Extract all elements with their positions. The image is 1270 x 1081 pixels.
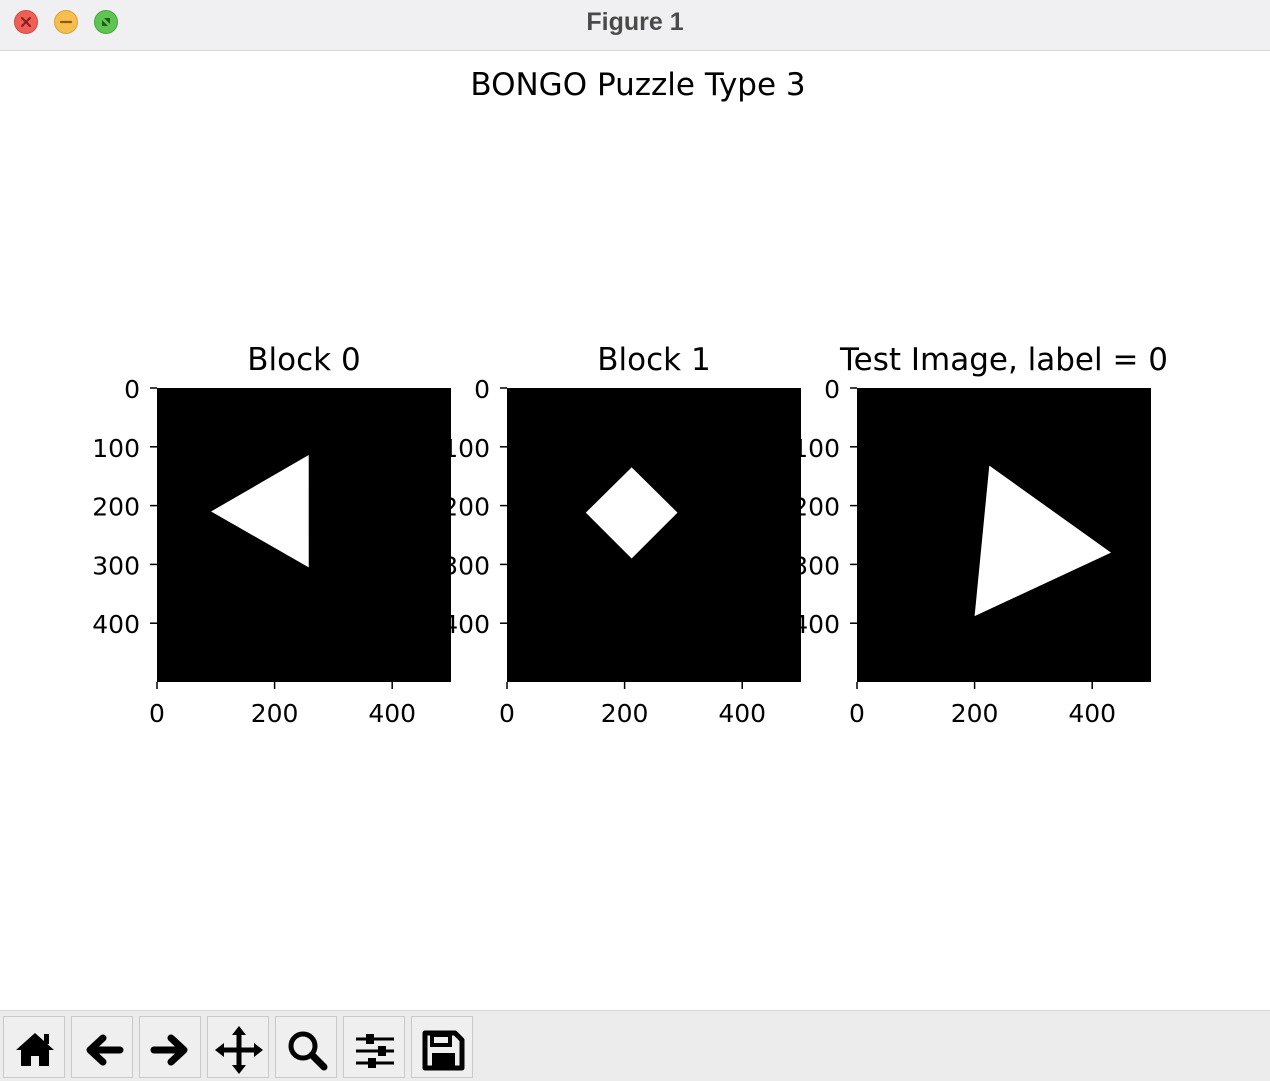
x-tick-label: 200: [601, 699, 649, 728]
figure-suptitle: BONGO Puzzle Type 3: [470, 67, 805, 103]
y-tick-label: 300: [792, 551, 840, 580]
x-tick-label: 400: [1068, 699, 1116, 728]
back-button[interactable]: [71, 1016, 133, 1078]
y-tick-label: 200: [442, 493, 490, 522]
zoom-magnifier-icon: [288, 1031, 328, 1071]
home-button[interactable]: [3, 1016, 65, 1078]
save-button[interactable]: [411, 1016, 473, 1078]
x-tick-label: 0: [499, 699, 515, 728]
configure-subplots-icon: [356, 1034, 394, 1068]
y-tick-label: 400: [792, 610, 840, 639]
close-window-button[interactable]: [14, 10, 38, 34]
subplot-title-0: Block 0: [247, 342, 360, 378]
y-tick-label: 300: [92, 551, 140, 580]
x-tick-label: 0: [149, 699, 165, 728]
window-titlebar: Figure 1: [0, 0, 1270, 51]
minimize-window-button[interactable]: [54, 10, 78, 34]
triangle-shape-0: [211, 455, 309, 568]
y-tick-label: 0: [474, 375, 490, 404]
back-arrow-icon: [86, 1034, 124, 1066]
triangle-shape-2: [974, 465, 1112, 617]
x-tick-label: 0: [849, 699, 865, 728]
y-tick-label: 200: [792, 493, 840, 522]
home-icon: [16, 1033, 54, 1066]
y-tick-label: 0: [824, 375, 840, 404]
subplot-title-2: Test Image, label = 0: [839, 342, 1168, 378]
x-tick-label: 400: [718, 699, 766, 728]
forward-arrow-icon: [150, 1034, 188, 1066]
x-tick-label: 200: [951, 699, 999, 728]
configure-subplots-button[interactable]: [343, 1016, 405, 1078]
y-tick-label: 200: [92, 493, 140, 522]
fullscreen-icon: [102, 18, 110, 26]
save-floppy-icon: [422, 1030, 465, 1071]
navigation-toolbar: [0, 1010, 1270, 1081]
y-tick-label: 300: [442, 551, 490, 580]
y-tick-label: 400: [442, 610, 490, 639]
x-tick-label: 200: [251, 699, 299, 728]
close-icon: [21, 17, 31, 27]
figure-svg: BONGO Puzzle Type 3 Block 0 0 100 200 300 400…: [92, 67, 1168, 728]
y-tick-label: 400: [92, 610, 140, 639]
minimize-icon: [59, 20, 73, 24]
y-tick-label: 0: [124, 375, 140, 404]
pan-move-icon: [215, 1026, 263, 1074]
pan-button[interactable]: [207, 1016, 269, 1078]
y-tick-label: 100: [92, 434, 140, 463]
subplot-title-1: Block 1: [597, 342, 710, 378]
fullscreen-window-button[interactable]: [94, 10, 118, 34]
figure-canvas[interactable]: BONGO Puzzle Type 3 Block 0 0 100 200 300 400…: [0, 51, 1270, 1010]
forward-button[interactable]: [139, 1016, 201, 1078]
window-title: Figure 1: [586, 8, 684, 36]
y-tick-label: 100: [792, 434, 840, 463]
x-tick-label: 400: [368, 699, 416, 728]
y-tick-label: 100: [442, 434, 490, 463]
diamond-shape-1: [585, 467, 678, 559]
zoom-button[interactable]: [275, 1016, 337, 1078]
